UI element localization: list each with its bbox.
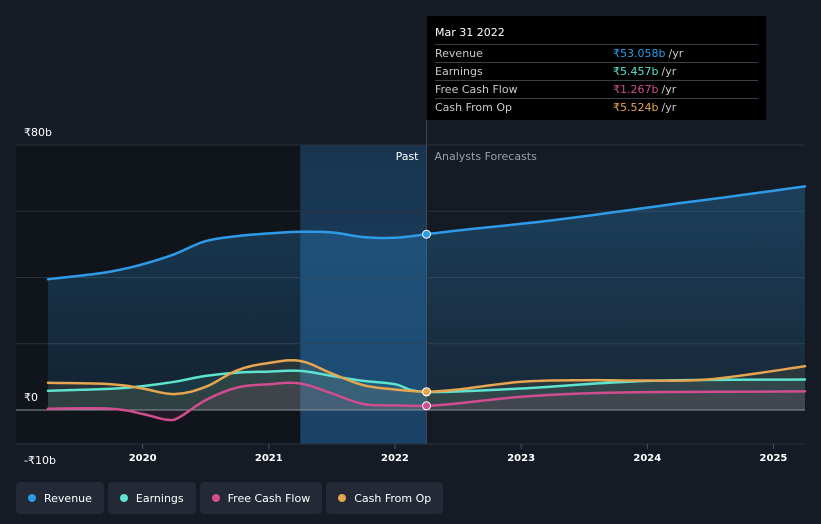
x-tick-label: 2021 — [255, 453, 283, 464]
legend-dot-icon — [338, 494, 347, 502]
legend-item-earnings[interactable]: Earnings — [107, 482, 196, 514]
tooltip-label: Earnings — [435, 65, 483, 78]
revenue-marker — [422, 229, 431, 239]
x-tick-label: 2022 — [381, 453, 409, 464]
revenue-area — [48, 186, 805, 410]
tooltip: Mar 31 2022 Revenue ₹53.058b /yr Earning… — [427, 16, 766, 120]
x-tick-label: 2023 — [507, 453, 535, 464]
y-axis-label: ₹80b — [24, 126, 52, 139]
cash-from-op-marker — [422, 387, 431, 397]
tooltip-date: Mar 31 2022 — [435, 26, 505, 39]
x-tick-label: 2020 — [129, 453, 157, 464]
free-cash-flow-marker — [422, 401, 431, 411]
forecast-label: Analysts Forecasts — [435, 150, 538, 163]
tooltip-unit: /yr — [661, 65, 677, 78]
y-axis-label: -₹10b — [24, 454, 56, 467]
free-cash-flow-line — [46, 381, 807, 422]
legend-dot-icon — [119, 494, 128, 502]
legend-item-revenue[interactable]: Revenue — [16, 482, 104, 514]
cash-from-op-line — [46, 359, 807, 396]
x-tick-label: 2025 — [760, 453, 788, 464]
tooltip-unit: /yr — [661, 83, 677, 96]
tooltip-value: ₹5.524b — [613, 101, 659, 114]
legend-dot-icon — [28, 494, 36, 502]
tooltip-unit: /yr — [661, 101, 677, 114]
tooltip-value: ₹5.457b — [613, 65, 659, 78]
tooltip-label: Free Cash Flow — [435, 83, 518, 96]
legend-label: Revenue — [44, 491, 92, 505]
tooltip-row-free-cash-flow: Free Cash Flow ₹1.267b /yr — [435, 80, 758, 98]
legend: Revenue Earnings Free Cash Flow Cash Fro… — [16, 482, 444, 514]
tooltip-row-earnings: Earnings ₹5.457b /yr — [435, 62, 758, 80]
tooltip-value: ₹53.058b — [613, 47, 666, 60]
legend-item-free-cash-flow[interactable]: Free Cash Flow — [199, 482, 323, 514]
free-cash-flow-area — [48, 382, 805, 421]
legend-label: Cash From Op — [354, 491, 432, 505]
y-axis-label: ₹0 — [24, 391, 38, 404]
legend-label: Earnings — [135, 491, 184, 505]
tooltip-row-revenue: Revenue ₹53.058b /yr — [435, 44, 758, 62]
tooltip-label: Cash From Op — [435, 101, 513, 114]
legend-item-cash-from-op[interactable]: Cash From Op — [326, 482, 444, 514]
tooltip-label: Revenue — [435, 47, 483, 60]
tooltip-value: ₹1.267b — [613, 83, 659, 96]
legend-dot-icon — [211, 494, 220, 502]
legend-label: Free Cash Flow — [227, 491, 311, 505]
x-tick-label: 2024 — [633, 453, 661, 464]
tooltip-row-cash-from-op: Cash From Op ₹5.524b /yr — [435, 98, 758, 116]
earnings-area — [48, 370, 805, 410]
earnings-line — [46, 369, 807, 394]
past-label: Past — [396, 150, 420, 163]
tooltip-unit: /yr — [668, 47, 684, 60]
